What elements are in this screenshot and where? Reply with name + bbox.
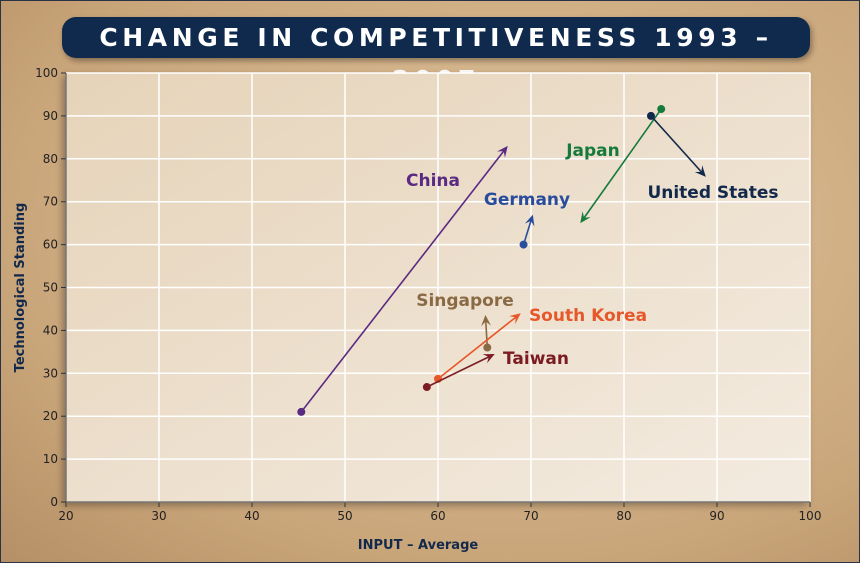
series-label: South Korea xyxy=(529,306,647,326)
series-label: Japan xyxy=(565,141,620,161)
y-tick-label: 40 xyxy=(43,323,58,337)
y-tick-label: 70 xyxy=(43,195,58,209)
start-point xyxy=(657,105,666,114)
arrow-head xyxy=(481,314,492,327)
arrow-head xyxy=(482,353,495,364)
y-tick-label: 50 xyxy=(43,281,58,295)
arrow-line xyxy=(426,355,490,388)
x-tick-label: 20 xyxy=(58,509,73,523)
x-tick-label: 50 xyxy=(337,509,352,523)
start-point xyxy=(422,383,431,392)
y-tick-label: 20 xyxy=(43,409,58,423)
x-tick-label: 30 xyxy=(151,509,166,523)
x-tick-label: 40 xyxy=(244,509,259,523)
arrow-line xyxy=(650,115,703,173)
y-tick-label: 10 xyxy=(43,452,58,466)
series-label: Singapore xyxy=(416,291,514,311)
arrow-line xyxy=(437,316,517,380)
x-axis-label: INPUT – Average xyxy=(358,538,479,553)
y-tick-label: 90 xyxy=(43,109,58,123)
arrow-line xyxy=(522,220,532,245)
x-tick-label: 80 xyxy=(616,509,631,523)
arrow-head xyxy=(509,313,521,324)
start-point xyxy=(297,407,306,416)
y-tick-label: 60 xyxy=(43,238,58,252)
arrow-line xyxy=(300,150,505,413)
start-point xyxy=(519,240,528,249)
series-label: Germany xyxy=(484,190,570,210)
arrow-line xyxy=(583,108,662,219)
x-tick-label: 60 xyxy=(430,509,445,523)
y-axis-label: Technological Standing xyxy=(13,203,28,373)
x-tick-label: 90 xyxy=(709,509,724,523)
series-label: United States xyxy=(647,183,778,203)
start-point xyxy=(483,343,492,352)
arrow-head xyxy=(497,145,508,158)
arrow-head xyxy=(524,214,535,227)
y-tick-label: 30 xyxy=(43,366,58,380)
arrow-line xyxy=(484,320,489,348)
arrow-head xyxy=(694,165,706,177)
y-tick-label: 80 xyxy=(43,152,58,166)
arrow-head xyxy=(580,211,591,224)
y-tick-label: 100 xyxy=(35,66,58,80)
series-label: Taiwan xyxy=(503,349,569,369)
y-tick-label: 0 xyxy=(50,495,58,509)
start-point xyxy=(646,111,655,120)
x-tick-label: 100 xyxy=(799,509,822,523)
x-tick-label: 70 xyxy=(523,509,538,523)
series-label: China xyxy=(406,171,460,191)
